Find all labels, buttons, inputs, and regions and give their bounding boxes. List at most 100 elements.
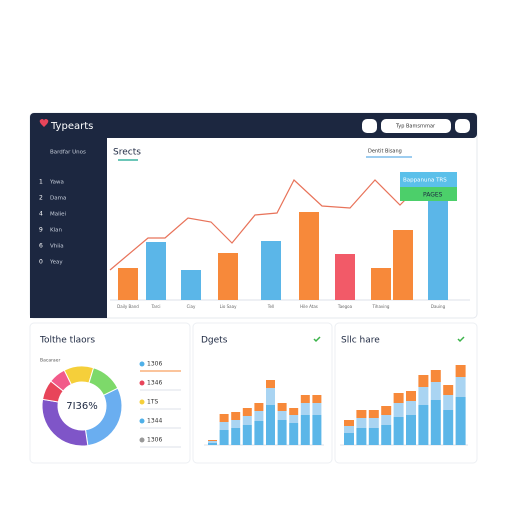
sidebar-item[interactable]: Klan xyxy=(50,228,63,234)
sidebar-num: 1 xyxy=(39,179,43,186)
bar-label: Tarci xyxy=(150,304,160,309)
stacked-bar xyxy=(381,425,392,445)
stacked-bar xyxy=(430,382,441,400)
legend-label: 1306 xyxy=(147,361,162,368)
logo: Typearts xyxy=(50,121,93,132)
legend-dot xyxy=(139,361,145,367)
icon-button[interactable] xyxy=(455,119,470,133)
search-text: Typ Bamsrnmar xyxy=(395,124,436,130)
trend-line xyxy=(109,179,451,271)
stacked-bar xyxy=(289,415,299,423)
donut-center: 7I36% xyxy=(66,401,98,412)
stacked-bar xyxy=(208,440,217,441)
bar xyxy=(118,268,138,300)
stacked-bar xyxy=(254,403,264,411)
stacked-bar xyxy=(300,403,310,415)
stacked-bar xyxy=(418,387,429,405)
donut-segment xyxy=(41,380,64,403)
main-chart: Daily Band Tarci Ciay Lio Saay Tell Hile Atas… xyxy=(109,179,470,309)
bar xyxy=(299,212,319,300)
stacked-bar xyxy=(242,408,252,416)
stacked-bar xyxy=(344,433,354,445)
stacked-bar xyxy=(368,428,379,445)
stacked-bar xyxy=(254,411,264,421)
legend-label: 1346 xyxy=(147,380,162,387)
stacked-bar xyxy=(443,395,454,410)
bar-label: Lio Saay xyxy=(220,304,238,309)
bar xyxy=(335,254,355,300)
bar-label: Daily Band xyxy=(117,304,139,309)
stacked-bar xyxy=(208,441,217,443)
bar-label: Taegoa xyxy=(337,304,353,309)
bar xyxy=(428,190,448,300)
tooltip xyxy=(400,172,457,187)
bar xyxy=(261,241,281,300)
stacked-bar xyxy=(443,410,454,445)
stacked-bar xyxy=(300,415,310,445)
icon-button[interactable] xyxy=(362,119,377,133)
bar-label: Dauing xyxy=(431,304,446,309)
stacked-bar xyxy=(368,410,379,418)
legend-label: 1306 xyxy=(147,437,162,444)
logo-icon xyxy=(39,119,49,127)
sidebar-num: 2 xyxy=(39,195,43,202)
stacked-bar xyxy=(242,425,252,445)
stacked-bar xyxy=(418,375,429,387)
stacked-bar xyxy=(344,420,354,426)
legend-dot xyxy=(139,437,145,443)
tooltip-title: Bappanuna TRS xyxy=(403,178,447,184)
stacked-bar xyxy=(430,400,441,445)
stacked-bar xyxy=(455,397,466,445)
stacked-bar xyxy=(266,380,275,388)
stacked-bar xyxy=(277,420,287,445)
bottom-charts: Tolthe tlaors Dgets Sllc hare Bacaraer 7I36%… xyxy=(39,336,468,448)
stacked-bar xyxy=(231,428,241,445)
stacked-bar xyxy=(312,415,322,445)
tab[interactable]: Dentit Bisang xyxy=(368,149,402,155)
tooltip-value-box xyxy=(400,187,457,201)
stacked-bar xyxy=(242,416,252,425)
card-subtitle: Bacaraer xyxy=(40,358,60,364)
stacked-bar xyxy=(231,420,241,428)
search-box[interactable] xyxy=(381,119,451,133)
stacked-bar xyxy=(356,418,367,428)
stacked-bar xyxy=(300,395,310,403)
legend-dot xyxy=(139,399,145,405)
stacked-bar xyxy=(455,377,466,397)
legend-dot xyxy=(139,380,145,386)
stacked-bar xyxy=(393,417,404,445)
bar xyxy=(218,253,238,300)
sidebar-item[interactable]: Maliei xyxy=(50,212,67,218)
stacked-bar xyxy=(277,403,287,411)
stacked-bar xyxy=(406,401,416,415)
card-title: Dgets xyxy=(201,336,228,346)
sidebar-num: 4 xyxy=(39,211,43,218)
tooltip-value: PAGES xyxy=(423,192,443,199)
stacked-bar xyxy=(418,405,429,445)
stacked-bar xyxy=(266,405,275,445)
sidebar-num: 6 xyxy=(39,243,43,250)
stacked-bar xyxy=(393,393,404,403)
stacked-bar xyxy=(430,370,441,382)
panel-title: Srects xyxy=(113,148,141,158)
sidebar-item[interactable]: Vhiia xyxy=(50,244,64,250)
stacked-bar xyxy=(208,443,217,445)
stacked-bar xyxy=(344,426,354,433)
sidebar-num: 9 xyxy=(39,227,43,234)
stacked-bar xyxy=(455,365,466,377)
card-title: Tolthe tlaors xyxy=(39,336,95,346)
bar-label: Ciay xyxy=(187,304,196,309)
sidebar-item[interactable]: Yeay xyxy=(49,260,63,266)
card-title: Sllc hare xyxy=(341,336,380,346)
bar xyxy=(181,270,201,300)
bar xyxy=(393,230,413,300)
sidebar-item[interactable]: Dama xyxy=(50,196,66,202)
stacked-bar xyxy=(289,408,299,415)
legend-label: 1TS xyxy=(147,399,158,406)
stacked-bar xyxy=(277,411,287,420)
sidebar-item[interactable]: Yawa xyxy=(49,180,64,186)
stacked-bar xyxy=(356,410,367,418)
bar xyxy=(371,268,391,300)
stacked-bar xyxy=(289,423,299,445)
stacked-bar xyxy=(219,422,229,430)
